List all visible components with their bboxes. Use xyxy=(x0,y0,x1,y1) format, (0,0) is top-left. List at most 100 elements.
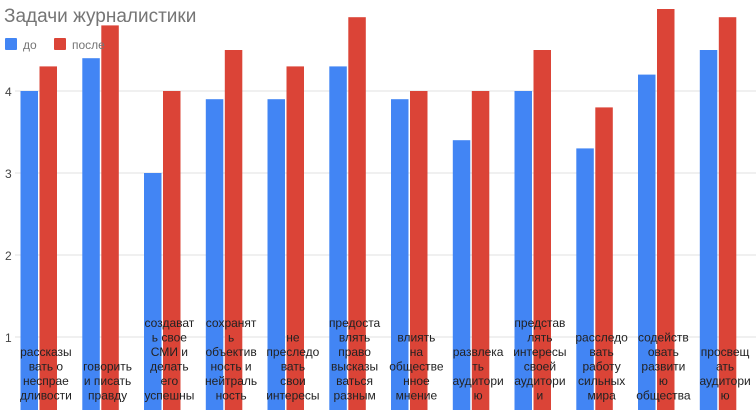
x-category-label-line: общества xyxy=(636,389,691,403)
bar-after-5 xyxy=(348,17,366,410)
x-category-label-line: объектив xyxy=(205,345,256,359)
x-category-label-line: аудитори xyxy=(699,374,750,388)
bar-before-10 xyxy=(638,74,656,410)
x-category-label-8: представ лять интересы своей аудитори и xyxy=(513,316,566,403)
x-category-label-line: ность xyxy=(216,389,247,403)
x-category-label-line: его xyxy=(161,374,179,388)
x-category-label-line: вать о xyxy=(29,360,64,374)
y-tick-label: 4 xyxy=(5,85,12,99)
bar-before-5 xyxy=(329,66,347,411)
x-category-label-line: сильных xyxy=(578,374,625,388)
x-category-label-line: ю xyxy=(721,389,730,403)
bar-before-3 xyxy=(205,99,224,410)
x-category-label-line: аудитори xyxy=(514,374,565,388)
chart-title: Задачи журналистики xyxy=(4,6,196,27)
x-category-label-line: вать xyxy=(281,360,305,374)
bar-after-0 xyxy=(39,66,57,411)
x-category-label-line: свои xyxy=(280,374,306,388)
bar-after-8 xyxy=(533,50,551,410)
x-category-label-line: просвещ xyxy=(701,345,750,359)
bar-after-1 xyxy=(101,25,119,411)
x-category-label-line: разным xyxy=(333,389,375,403)
x-category-label-line: делать xyxy=(150,360,188,374)
x-category-label-line: высказы xyxy=(331,360,378,374)
x-category-label-line: интересы xyxy=(513,345,566,359)
x-category-label-line: неспраe xyxy=(23,374,69,388)
x-category-label-10: содейств овать развити ю общества xyxy=(636,331,691,403)
bar-before-11 xyxy=(699,50,718,410)
bar-before-6 xyxy=(391,99,409,410)
x-category-label-line: нейтраль xyxy=(205,374,257,388)
bar-before-9 xyxy=(576,148,594,410)
x-category-label-line: ю xyxy=(474,389,483,403)
bar-after-11 xyxy=(718,17,737,410)
legend: до после xyxy=(5,38,105,52)
x-category-label-line: право xyxy=(338,345,371,359)
gridlines xyxy=(15,90,756,338)
bar-before-1 xyxy=(82,58,100,410)
x-category-label-0: рассказы вать о неспраe дливости xyxy=(20,345,72,403)
bar-after-10 xyxy=(657,9,675,410)
x-category-label-line: ь xyxy=(228,331,234,345)
x-category-label-1: говорить и писать правду xyxy=(83,360,132,403)
x-category-label-3: сохранят ь объектив ность и нейтраль ность xyxy=(205,316,257,403)
x-category-label-line: и xyxy=(537,389,544,403)
x-category-label-line: рассказы xyxy=(20,345,72,359)
y-axis-ticks: 1 2 3 4 xyxy=(5,85,12,345)
x-category-label-line: содейств xyxy=(638,331,689,345)
legend-swatch-after xyxy=(54,38,66,50)
x-category-label-line: представ xyxy=(514,316,565,330)
x-category-label-line: работу xyxy=(582,360,620,374)
bar-after-2 xyxy=(163,91,181,410)
x-category-label-line: на xyxy=(410,345,424,359)
bars xyxy=(20,9,737,411)
x-category-label-line: успешны xyxy=(144,389,194,403)
x-category-label-line: ть xyxy=(472,360,484,374)
x-category-label-line: влиять xyxy=(397,331,435,345)
legend-swatch-before xyxy=(5,38,17,50)
y-tick-label: 1 xyxy=(5,331,12,345)
x-category-label-line: мнение xyxy=(396,389,438,403)
bar-before-4 xyxy=(267,99,285,410)
x-category-label-line: СМИ и xyxy=(151,345,188,359)
x-category-label-line: создават xyxy=(145,316,195,330)
x-category-label-line: своей xyxy=(524,360,556,374)
x-category-label-2: создават ь свое СМИ и делать его успешны xyxy=(144,316,194,403)
x-category-label-line: вать xyxy=(589,345,613,359)
x-category-label-line: мира xyxy=(587,389,616,403)
x-category-label-line: правду xyxy=(88,389,127,403)
x-category-label-4: не преследо вать свои интересы xyxy=(266,331,319,403)
bar-after-6 xyxy=(410,91,428,410)
bar-before-8 xyxy=(514,91,532,410)
x-category-label-6: влиять на обществе нное мнение xyxy=(389,331,444,403)
x-category-label-line: сохранят xyxy=(206,316,257,330)
x-category-label-line: овать xyxy=(648,345,679,359)
bar-after-4 xyxy=(286,66,304,411)
x-category-label-line: интересы xyxy=(266,389,319,403)
x-category-label-line: преследо xyxy=(266,345,319,359)
legend-label-after: после xyxy=(72,38,105,52)
bar-before-2 xyxy=(144,173,162,410)
x-category-label-line: расследо xyxy=(575,331,628,345)
x-category-label-line: ать xyxy=(716,360,734,374)
x-category-label-line: влять xyxy=(339,331,370,345)
bar-before-0 xyxy=(20,91,38,410)
bar-after-3 xyxy=(224,50,243,410)
y-tick-label: 2 xyxy=(5,249,12,263)
x-category-label-line: ваться xyxy=(336,374,373,388)
legend-label-before: до xyxy=(23,38,37,52)
x-category-label-line: не xyxy=(286,331,300,345)
x-category-label-line: развити xyxy=(641,360,685,374)
x-category-label-line: лять xyxy=(527,331,552,345)
x-category-label-line: предоста xyxy=(329,316,381,330)
y-tick-label: 3 xyxy=(5,167,12,181)
x-category-label-line: и писать xyxy=(84,374,131,388)
x-category-label-7: развлека ть аудитори ю xyxy=(452,345,503,403)
x-category-label-line: говорить xyxy=(83,360,132,374)
x-category-label-11: просвещ ать аудитори ю xyxy=(699,345,750,403)
x-category-label-5: предоста влять право высказы ваться разным xyxy=(329,316,381,403)
x-category-label-9: расследо вать работу сильных мира xyxy=(575,331,628,403)
